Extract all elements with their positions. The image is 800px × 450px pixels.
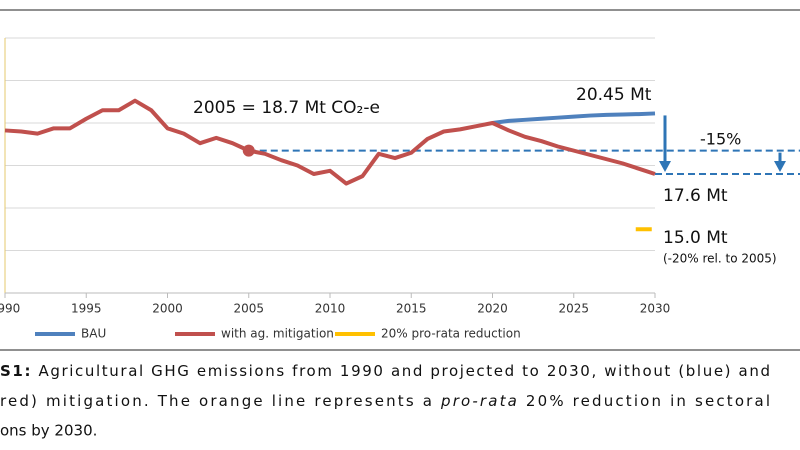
caption-text: Agricultural GHG emissions from 1990 and… (32, 362, 770, 380)
x-tick-label: 1995 (71, 302, 102, 316)
caption-line: S1: Agricultural GHG emissions from 1990… (0, 362, 770, 380)
x-tick-label: 2000 (152, 302, 183, 316)
legend-label: 20% pro-rata reduction (381, 327, 521, 341)
series-line (492, 111, 656, 125)
plot: 1214161820222419901995200020052010201520… (0, 37, 800, 341)
caption-italic: pro-rata (440, 392, 517, 410)
annotation: 15.0 Mt (663, 228, 728, 248)
x-tick-label: 2005 (233, 302, 264, 316)
annotation: 20.45 Mt (576, 85, 652, 105)
annotation: 17.6 Mt (663, 186, 728, 206)
caption-text: 20% reduction in sectoral (519, 392, 770, 410)
annotation: 2005 = 18.7 Mt CO₂-e (193, 98, 380, 118)
caption-label: S1: (0, 362, 30, 380)
series-line (4, 98, 656, 186)
caption-text: red) mitigation. The orange line represe… (0, 392, 439, 410)
annotation: (-20% rel. to 2005) (663, 252, 777, 266)
caption-line: red) mitigation. The orange line represe… (0, 392, 770, 410)
arrow-head (659, 161, 671, 172)
x-tick-label: 2030 (640, 302, 671, 316)
point-marker (242, 144, 255, 157)
arrow-head (774, 161, 786, 172)
x-tick-label: 2025 (558, 302, 589, 316)
x-tick-label: 2020 (477, 302, 508, 316)
annotation: -15% (700, 130, 741, 149)
legend-label: with ag. mitigation (221, 327, 334, 341)
legend-label: BAU (81, 327, 106, 341)
x-tick-label: 2010 (315, 302, 346, 316)
x-tick-label: 1990 (0, 302, 20, 316)
caption-line: ons by 2030. (0, 422, 97, 440)
x-tick-label: 2015 (396, 302, 427, 316)
